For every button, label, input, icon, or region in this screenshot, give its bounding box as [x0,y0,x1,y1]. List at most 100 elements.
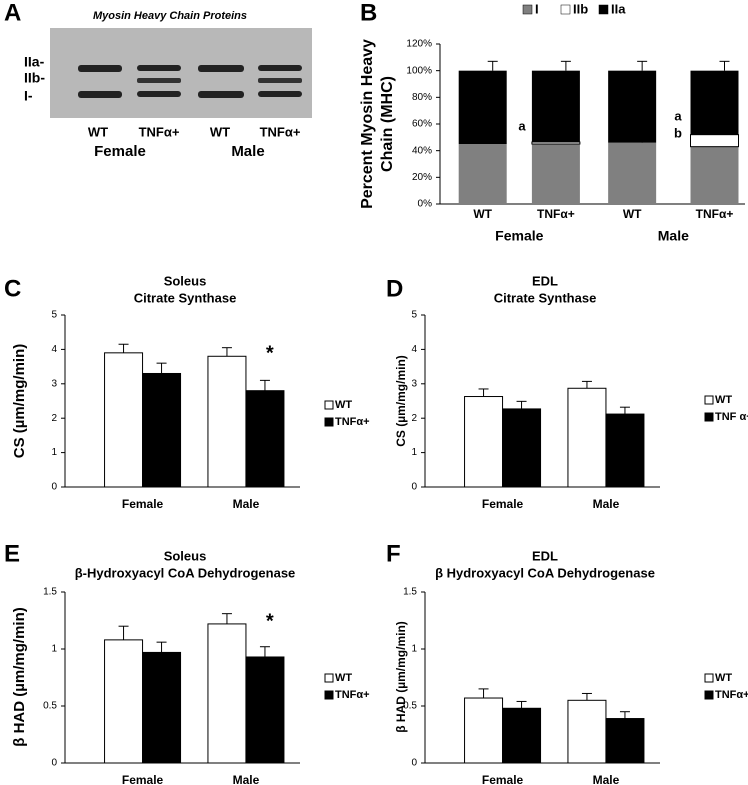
bar [605,718,645,764]
legend-label: WT [715,672,732,684]
y-tick-label: 0 [51,482,57,493]
bar-segment [458,144,507,204]
y-tick-label: 1 [411,644,417,655]
bar-segment [458,70,507,144]
y-tick-label: 0 [411,758,417,769]
bar [245,390,285,488]
panel-label: E [4,540,20,567]
legend-swatch [704,412,714,422]
annotation: * [265,610,274,632]
gel-band [258,91,302,97]
legend-swatch [324,690,334,700]
y-tick-label: 5 [411,310,417,321]
y-tick-label: 0 [411,482,417,493]
gel-title: Myosin Heavy Chain Proteins [93,10,247,22]
chart-title: Soleus [164,273,207,288]
bar [142,651,182,764]
annotation: b [674,125,682,140]
gel-band [137,91,181,97]
legend-swatch [704,395,714,405]
legend-label: I [535,1,539,16]
x-tick-label: Male [233,773,260,785]
bar [142,372,182,488]
legend-swatch [324,673,334,683]
y-axis-label: Chain (MHC) [379,76,396,172]
bar [605,413,645,488]
y-tick-label: 3 [51,378,57,389]
y-axis-label: CS (µm/mg/min) [11,344,28,458]
group-label: Male [658,228,689,244]
band-label: IIb- [24,70,45,86]
y-tick-label: 0.5 [43,701,57,712]
y-tick-label: 5 [51,310,57,321]
bar-segment [531,70,580,142]
legend-label: WT [335,672,352,684]
x-tick-label: WT [473,207,492,221]
y-tick-label: 1 [411,447,417,458]
group-label: Female [495,228,543,244]
y-tick-label: 20% [412,172,432,183]
legend-label: WT [715,394,732,406]
y-tick-label: 1.5 [43,587,57,598]
chart-title: Soleus [164,548,207,563]
x-tick-label: Male [593,773,620,785]
gel-band [258,65,302,71]
legend-swatch [522,4,533,15]
bar [502,707,542,764]
y-tick-label: 3 [411,378,417,389]
gel-band [137,65,181,71]
annotation: * [265,342,274,364]
x-tick-label: Female [482,773,524,785]
legend-label: IIa [611,1,626,16]
chart-title: EDL [532,273,558,288]
legend-swatch [704,673,714,683]
x-tick-label: Female [482,497,524,511]
y-tick-label: 40% [412,145,432,156]
y-tick-label: 80% [412,92,432,103]
chart-subtitle: β Hydroxyacyl CoA Dehydrogenase [435,565,655,580]
lane-label: TNFα+ [139,124,180,139]
bar-segment [531,141,581,145]
panel-label: B [360,0,377,26]
chart-subtitle: Citrate Synthase [494,290,597,305]
y-axis-label: CS (µm/mg/min) [394,355,408,447]
band-label: I- [24,88,33,104]
group-label: Male [231,143,264,160]
bar [464,396,504,488]
x-tick-label: TNFα+ [696,207,734,221]
bar [567,699,607,764]
legend-label: TNFα+ [715,689,748,701]
y-tick-label: 120% [406,39,432,50]
bar-segment [608,70,657,143]
bar-segment [690,70,739,135]
bar [207,355,247,488]
legend-swatch [560,4,571,15]
bar-segment [690,134,739,148]
gel-band [198,65,244,72]
y-tick-label: 4 [51,344,57,355]
gel-band [78,91,122,98]
lane-label: WT [88,124,108,139]
band-label: IIa- [24,54,45,70]
x-tick-label: TNFα+ [537,207,575,221]
gel-band [137,78,181,83]
y-tick-label: 4 [411,344,417,355]
x-tick-label: WT [623,207,642,221]
y-tick-label: 60% [412,119,432,130]
chart-subtitle: β-Hydroxyacyl CoA Dehydrogenase [75,565,296,580]
bar [104,639,144,764]
lane-label: TNFα+ [260,124,301,139]
bar [567,387,607,488]
y-tick-label: 1 [51,447,57,458]
legend-label: TNF α+ [715,411,748,423]
legend-label: TNFα+ [335,416,370,428]
gel-band [78,65,122,72]
y-tick-label: 2 [51,413,57,424]
bar [207,623,247,764]
x-tick-label: Male [593,497,620,511]
panel-label: C [4,275,21,302]
annotation: a [518,118,526,133]
chart-subtitle: Citrate Synthase [134,290,237,305]
legend-swatch [324,400,334,410]
